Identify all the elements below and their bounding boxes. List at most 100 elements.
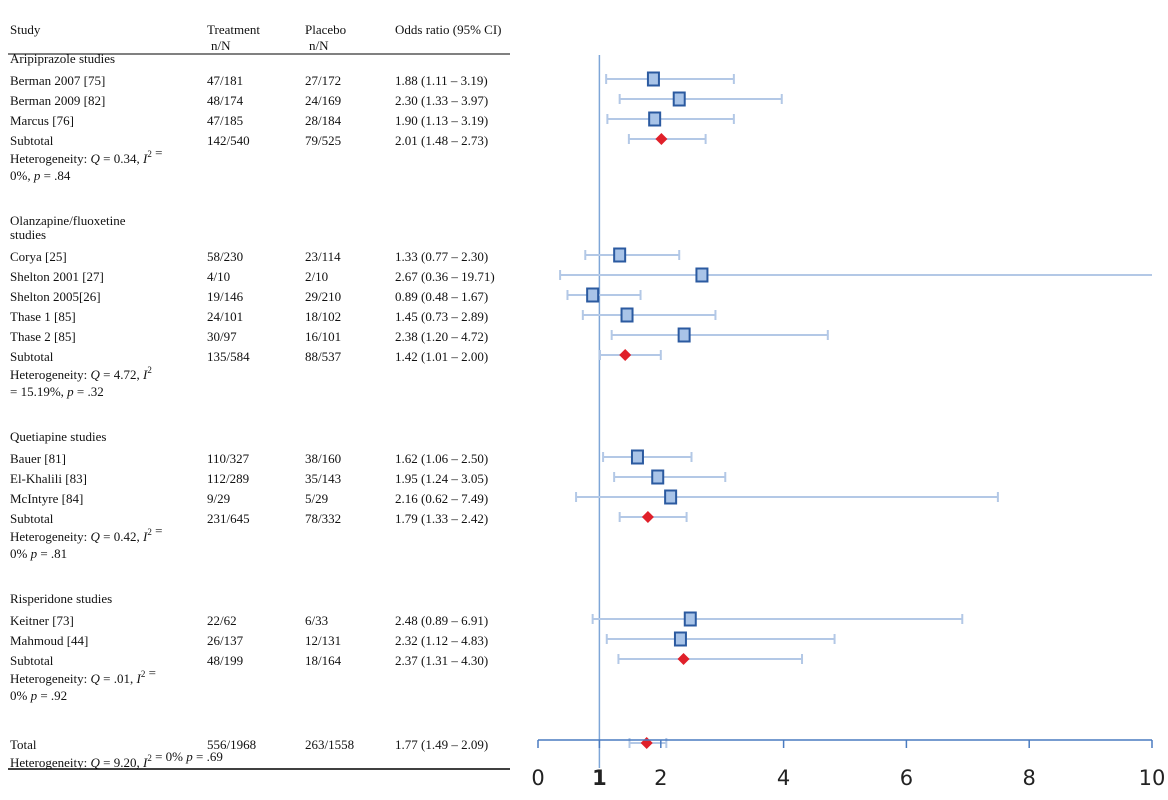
- odds-ratio-text: 2.32 (1.12 – 4.83): [395, 633, 488, 648]
- header-study: Study: [10, 22, 41, 37]
- treatment-count: 231/645: [207, 511, 250, 526]
- x-axis-tick-label: 10: [1139, 766, 1166, 790]
- x-axis-tick-label: 1: [592, 766, 607, 790]
- point-estimate-square: [630, 449, 644, 465]
- placebo-count: 78/332: [305, 511, 341, 526]
- header-placebo: Placebo: [305, 22, 346, 37]
- odds-ratio-text: 2.48 (0.89 – 6.91): [395, 613, 488, 628]
- study-name: Thase 1 [85]: [10, 309, 76, 324]
- treatment-count: 47/181: [207, 73, 243, 88]
- study-name: Thase 2 [85]: [10, 329, 76, 344]
- study-name: Corya [25]: [10, 249, 67, 264]
- x-axis-tick-label: 8: [1023, 766, 1036, 790]
- point-estimate-square: [613, 247, 627, 263]
- placebo-count: 24/169: [305, 93, 341, 108]
- treatment-count: 112/289: [207, 471, 249, 486]
- heterogeneity-text: = 15.19%, p = .32: [10, 384, 104, 399]
- x-axis-tick-label: 4: [777, 766, 790, 790]
- treatment-count: 47/185: [207, 113, 243, 128]
- placebo-count: 35/143: [305, 471, 341, 486]
- point-estimate-square: [646, 71, 660, 87]
- study-name: Shelton 2001 [27]: [10, 269, 104, 284]
- heterogeneity-text: Heterogeneity: Q = 0.42, I2 =: [10, 523, 162, 544]
- study-name: Keitner [73]: [10, 613, 74, 628]
- group-label: Quetiapine studies: [10, 429, 106, 444]
- treatment-count: 48/174: [207, 93, 244, 108]
- odds-ratio-text: 2.16 (0.62 – 7.49): [395, 491, 488, 506]
- heterogeneity-text: Heterogeneity: Q = 9.20, I2 = 0% p = .69: [10, 749, 223, 770]
- treatment-count: 110/327: [207, 451, 250, 466]
- study-name: Berman 2007 [75]: [10, 73, 105, 88]
- study-name: Marcus [76]: [10, 113, 74, 128]
- pooled-estimate-diamond: [641, 511, 654, 523]
- placebo-count: 16/101: [305, 329, 341, 344]
- point-estimate-square: [620, 307, 634, 323]
- study-name: McIntyre [84]: [10, 491, 83, 506]
- placebo-count: 6/33: [305, 613, 328, 628]
- odds-ratio-text: 1.95 (1.24 – 3.05): [395, 471, 488, 486]
- group-label: studies: [10, 227, 46, 242]
- placebo-count: 23/114: [305, 249, 341, 264]
- study-name: El-Khalili [83]: [10, 471, 87, 486]
- group-label: Risperidone studies: [10, 591, 112, 606]
- treatment-count: 48/199: [207, 653, 243, 668]
- pooled-estimate-diamond: [677, 653, 690, 665]
- x-axis-tick-label: 6: [900, 766, 913, 790]
- treatment-count: 26/137: [207, 633, 244, 648]
- treatment-count: 19/146: [207, 289, 244, 304]
- odds-ratio-text: 1.45 (0.73 – 2.89): [395, 309, 488, 324]
- odds-ratio-text: 1.79 (1.33 – 2.42): [395, 511, 488, 526]
- point-estimate-square: [683, 611, 697, 627]
- point-estimate-square: [648, 111, 662, 127]
- treatment-count: 22/62: [207, 613, 237, 628]
- pooled-estimate-diamond: [655, 133, 668, 145]
- heterogeneity-text: Heterogeneity: Q = 0.34, I2 =: [10, 145, 162, 166]
- study-name: Bauer [81]: [10, 451, 66, 466]
- study-name: Berman 2009 [82]: [10, 93, 105, 108]
- header-treatment: Treatment: [207, 22, 260, 37]
- treatment-count: 4/10: [207, 269, 230, 284]
- odds-ratio-text: 2.01 (1.48 – 2.73): [395, 133, 488, 148]
- placebo-count: 18/102: [305, 309, 341, 324]
- subtotal-label: Subtotal: [10, 133, 54, 148]
- point-estimate-square: [673, 631, 687, 647]
- treatment-count: 556/1968: [207, 737, 256, 752]
- odds-ratio-text: 2.30 (1.33 – 3.97): [395, 93, 488, 108]
- treatment-count: 58/230: [207, 249, 243, 264]
- heterogeneity-text: 0%, p = .84: [10, 168, 71, 183]
- pooled-estimate-diamond: [640, 737, 653, 749]
- odds-ratio-text: 2.37 (1.31 – 4.30): [395, 653, 488, 668]
- group-label: Olanzapine/fluoxetine: [10, 213, 126, 228]
- placebo-count: 88/537: [305, 349, 342, 364]
- placebo-count: 79/525: [305, 133, 341, 148]
- treatment-count: 24/101: [207, 309, 243, 324]
- point-estimate-square: [695, 267, 709, 283]
- odds-ratio-text: 2.67 (0.36 – 19.71): [395, 269, 495, 284]
- placebo-count: 18/164: [305, 653, 342, 668]
- point-estimate-square: [677, 327, 691, 343]
- study-name: Shelton 2005[26]: [10, 289, 101, 304]
- placebo-count: 263/1558: [305, 737, 354, 752]
- odds-ratio-text: 1.62 (1.06 – 2.50): [395, 451, 488, 466]
- heterogeneity-text: 0% p = .81: [10, 546, 67, 561]
- odds-ratio-text: 1.90 (1.13 – 3.19): [395, 113, 488, 128]
- placebo-count: 38/160: [305, 451, 341, 466]
- odds-ratio-text: 1.42 (1.01 – 2.00): [395, 349, 488, 364]
- placebo-count: 27/172: [305, 73, 341, 88]
- odds-ratio-text: 1.33 (0.77 – 2.30): [395, 249, 488, 264]
- subtotal-label: Total: [10, 737, 37, 752]
- header-treatment-unit: n/N: [211, 38, 231, 53]
- placebo-count: 29/210: [305, 289, 341, 304]
- odds-ratio-text: 1.88 (1.11 – 3.19): [395, 73, 488, 88]
- header-odds-ratio: Odds ratio (95% CI): [395, 22, 502, 37]
- treatment-count: 30/97: [207, 329, 237, 344]
- pooled-estimate-diamond: [619, 349, 632, 361]
- point-estimate-square: [664, 489, 678, 505]
- x-axis-tick-label: 0: [531, 766, 544, 790]
- odds-ratio-text: 0.89 (0.48 – 1.67): [395, 289, 488, 304]
- placebo-count: 28/184: [305, 113, 342, 128]
- heterogeneity-text: 0% p = .92: [10, 688, 67, 703]
- point-estimate-square: [586, 287, 600, 303]
- x-axis-tick-label: 2: [654, 766, 667, 790]
